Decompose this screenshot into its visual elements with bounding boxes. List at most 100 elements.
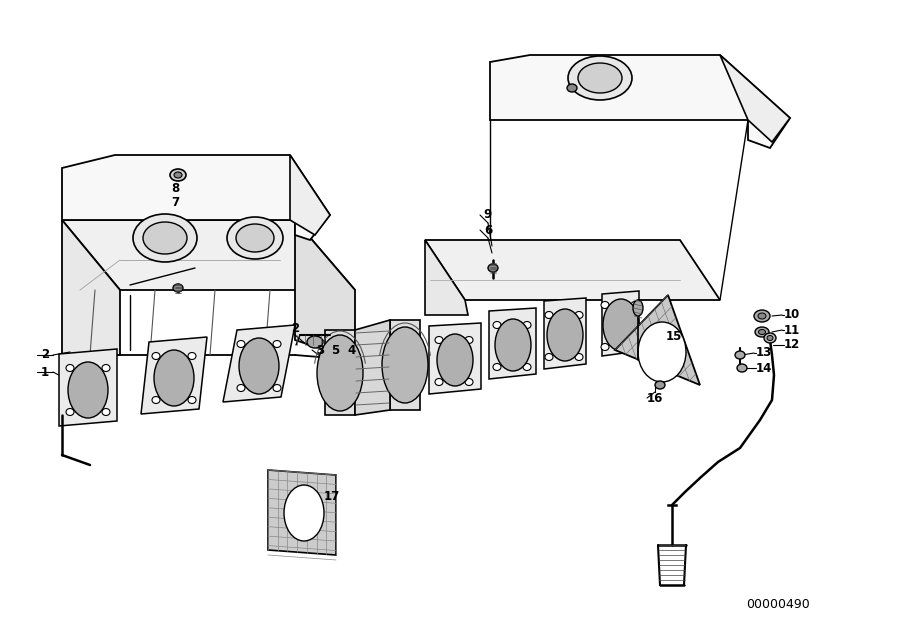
Polygon shape bbox=[425, 240, 468, 315]
Ellipse shape bbox=[545, 312, 553, 319]
Ellipse shape bbox=[239, 338, 279, 394]
Text: 9: 9 bbox=[484, 208, 492, 222]
Text: 1: 1 bbox=[40, 366, 50, 378]
Ellipse shape bbox=[465, 337, 473, 344]
Ellipse shape bbox=[754, 310, 770, 322]
Polygon shape bbox=[62, 220, 120, 355]
Ellipse shape bbox=[655, 381, 665, 389]
Polygon shape bbox=[544, 298, 586, 369]
Polygon shape bbox=[141, 337, 207, 414]
Ellipse shape bbox=[758, 313, 766, 319]
Polygon shape bbox=[62, 155, 330, 240]
Ellipse shape bbox=[188, 396, 196, 403]
Ellipse shape bbox=[545, 354, 553, 361]
Ellipse shape bbox=[317, 335, 363, 411]
Polygon shape bbox=[62, 220, 355, 290]
Ellipse shape bbox=[307, 336, 323, 348]
Ellipse shape bbox=[465, 378, 473, 385]
Ellipse shape bbox=[755, 327, 769, 337]
Polygon shape bbox=[490, 55, 790, 148]
Ellipse shape bbox=[631, 302, 639, 309]
Ellipse shape bbox=[273, 340, 281, 347]
Text: 2: 2 bbox=[291, 321, 299, 335]
Text: 6: 6 bbox=[484, 224, 492, 236]
Polygon shape bbox=[295, 220, 355, 360]
Ellipse shape bbox=[173, 284, 183, 292]
Polygon shape bbox=[325, 330, 355, 415]
Ellipse shape bbox=[633, 300, 643, 316]
Ellipse shape bbox=[152, 396, 160, 403]
Ellipse shape bbox=[495, 319, 531, 371]
Ellipse shape bbox=[102, 408, 110, 415]
Ellipse shape bbox=[575, 312, 583, 319]
Polygon shape bbox=[59, 349, 117, 426]
Text: 17: 17 bbox=[324, 490, 340, 502]
Ellipse shape bbox=[236, 224, 274, 252]
Polygon shape bbox=[390, 320, 420, 410]
Ellipse shape bbox=[488, 264, 498, 272]
Text: 11: 11 bbox=[784, 323, 800, 337]
Ellipse shape bbox=[68, 362, 108, 418]
Polygon shape bbox=[268, 470, 336, 555]
Ellipse shape bbox=[102, 364, 110, 371]
Ellipse shape bbox=[638, 322, 686, 382]
Text: 10: 10 bbox=[784, 309, 800, 321]
Ellipse shape bbox=[493, 321, 501, 328]
Ellipse shape bbox=[237, 385, 245, 392]
Ellipse shape bbox=[66, 408, 74, 415]
Ellipse shape bbox=[603, 299, 639, 351]
Ellipse shape bbox=[493, 363, 501, 370]
Ellipse shape bbox=[227, 217, 283, 259]
Polygon shape bbox=[223, 325, 295, 402]
Ellipse shape bbox=[764, 333, 776, 343]
Text: 7: 7 bbox=[171, 196, 179, 208]
Text: 12: 12 bbox=[784, 338, 800, 352]
Ellipse shape bbox=[578, 63, 622, 93]
Ellipse shape bbox=[767, 335, 773, 340]
Ellipse shape bbox=[737, 364, 747, 372]
Ellipse shape bbox=[133, 214, 197, 262]
Ellipse shape bbox=[568, 56, 632, 100]
Text: 2: 2 bbox=[40, 349, 50, 361]
Text: 5: 5 bbox=[331, 344, 339, 356]
Text: 00000490: 00000490 bbox=[746, 599, 810, 612]
Text: 14: 14 bbox=[756, 361, 772, 375]
Ellipse shape bbox=[435, 378, 443, 385]
Ellipse shape bbox=[523, 363, 531, 370]
Polygon shape bbox=[355, 320, 390, 415]
Text: 15: 15 bbox=[666, 330, 682, 342]
Ellipse shape bbox=[547, 309, 583, 361]
Text: 3: 3 bbox=[316, 344, 324, 356]
Text: 13: 13 bbox=[756, 347, 772, 359]
Ellipse shape bbox=[631, 344, 639, 351]
Ellipse shape bbox=[435, 337, 443, 344]
Polygon shape bbox=[429, 323, 481, 394]
Ellipse shape bbox=[601, 302, 609, 309]
Ellipse shape bbox=[437, 334, 473, 386]
Ellipse shape bbox=[575, 354, 583, 361]
Ellipse shape bbox=[174, 172, 182, 178]
Text: 16: 16 bbox=[647, 392, 663, 404]
Ellipse shape bbox=[188, 352, 196, 359]
Text: 4: 4 bbox=[348, 344, 356, 356]
Ellipse shape bbox=[601, 344, 609, 351]
Polygon shape bbox=[489, 308, 536, 379]
Ellipse shape bbox=[66, 364, 74, 371]
Ellipse shape bbox=[523, 321, 531, 328]
Polygon shape bbox=[720, 55, 790, 142]
Ellipse shape bbox=[284, 485, 324, 541]
Ellipse shape bbox=[237, 340, 245, 347]
Polygon shape bbox=[425, 240, 720, 300]
Ellipse shape bbox=[143, 222, 187, 254]
Ellipse shape bbox=[170, 169, 186, 181]
Ellipse shape bbox=[735, 351, 745, 359]
Ellipse shape bbox=[152, 352, 160, 359]
Ellipse shape bbox=[154, 350, 194, 406]
Ellipse shape bbox=[273, 385, 281, 392]
Text: 8: 8 bbox=[171, 182, 179, 194]
Polygon shape bbox=[290, 155, 330, 235]
Polygon shape bbox=[615, 295, 700, 385]
Ellipse shape bbox=[567, 84, 577, 92]
Polygon shape bbox=[602, 291, 639, 356]
Ellipse shape bbox=[759, 330, 766, 335]
